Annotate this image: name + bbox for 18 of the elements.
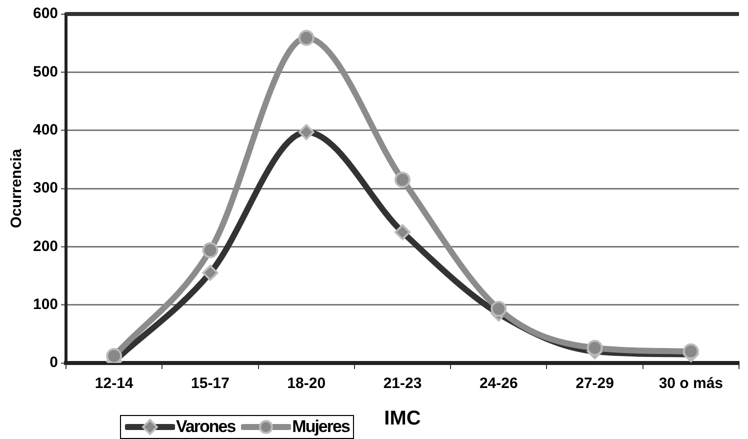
y-tick-label: 500: [32, 63, 58, 80]
x-tick-label: 21-23: [383, 375, 422, 392]
y-tick-label: 300: [32, 180, 58, 197]
y-tick-label: 600: [32, 5, 58, 22]
y-tick-label: 100: [32, 296, 58, 313]
y-tick-label: 0: [50, 354, 58, 372]
legend-label: Mujeres: [292, 417, 350, 437]
x-tick-label: 12-14: [94, 375, 134, 392]
y-tick-label: 400: [32, 121, 58, 138]
x-tick-label: 18-20: [287, 375, 326, 392]
y-axis-title: Ocurrencia: [8, 148, 26, 228]
x-tick-label: 15-17: [191, 375, 230, 392]
legend-label: Varones: [176, 417, 236, 437]
x-tick-label: 27-29: [576, 375, 614, 392]
x-tick-label: 30 o más: [658, 375, 724, 392]
x-axis-title: IMC: [384, 408, 421, 430]
y-tick-label: 200: [32, 238, 58, 255]
x-tick-label: 24-26: [479, 375, 518, 392]
